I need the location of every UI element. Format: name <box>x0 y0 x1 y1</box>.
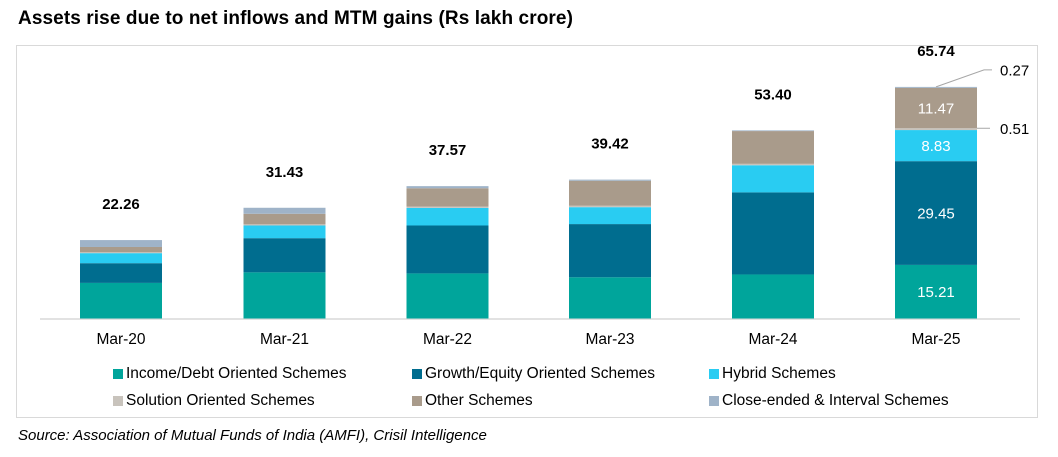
bar-segment-other-schemes-mar-25 <box>895 87 977 129</box>
x-tick-label-mar-23: Mar-23 <box>585 331 634 348</box>
bar-segment-hybrid-schemes-mar-25 <box>895 130 977 162</box>
legend-label: Other Schemes <box>425 392 533 409</box>
total-label-mar-24: 53.40 <box>754 86 792 103</box>
bar-segment-close-ended-interval-schemes-mar-24 <box>732 130 814 132</box>
bar-segment-solution-oriented-schemes-mar-20 <box>80 252 162 254</box>
legend-label: Solution Oriented Schemes <box>126 392 315 409</box>
bar-segment-income-debt-oriented-schemes-mar-22 <box>406 273 489 319</box>
bar-segment-solution-oriented-schemes-mar-22 <box>406 206 489 208</box>
data-label-close-ended-interval-schemes: 0.27 <box>1000 62 1029 79</box>
bar-segment-other-schemes-mar-21 <box>243 213 326 225</box>
bar-segment-income-debt-oriented-schemes-mar-24 <box>732 274 814 319</box>
x-tick-label-mar-25: Mar-25 <box>911 331 960 348</box>
x-tick-label-mar-24: Mar-24 <box>748 331 797 348</box>
legend-item-solution-oriented-schemes: Solution Oriented Schemes <box>113 392 315 410</box>
data-label-growth-equity-oriented-schemes: 29.45 <box>917 206 955 223</box>
total-label-mar-25: 65.74 <box>917 43 955 60</box>
total-label-mar-23: 39.42 <box>591 136 629 153</box>
bar-segment-other-schemes-mar-20 <box>80 246 162 253</box>
x-tick-label-mar-21: Mar-21 <box>260 331 309 348</box>
bar-segment-close-ended-interval-schemes-mar-22 <box>406 186 489 189</box>
bar-segment-growth-equity-oriented-schemes-mar-21 <box>243 238 326 273</box>
legend-label: Growth/Equity Oriented Schemes <box>425 365 656 382</box>
bar-segment-close-ended-interval-schemes-mar-25 <box>895 86 977 88</box>
legend-item-growth-equity-oriented-schemes: Growth/Equity Oriented Schemes <box>412 365 655 383</box>
bar-segment-growth-equity-oriented-schemes-mar-20 <box>80 263 162 283</box>
bar-segment-other-schemes-mar-22 <box>406 188 489 207</box>
data-label-other-schemes: 11.47 <box>918 101 954 118</box>
chart-title: Assets rise due to net inflows and MTM g… <box>18 8 573 29</box>
bar-segment-income-debt-oriented-schemes-mar-21 <box>243 272 326 319</box>
legend-item-close-ended-interval-schemes: Close-ended & Interval Schemes <box>709 392 949 410</box>
legend-swatch-icon <box>412 369 422 379</box>
legend-swatch-icon <box>709 396 719 406</box>
bar-segment-hybrid-schemes-mar-22 <box>406 207 489 226</box>
data-label-income-debt-oriented-schemes: 15.21 <box>917 284 955 301</box>
bar-segment-solution-oriented-schemes-mar-21 <box>243 224 326 226</box>
legend-swatch-icon <box>113 396 123 406</box>
legend-item-other-schemes: Other Schemes <box>412 392 533 410</box>
bar-segment-other-schemes-mar-24 <box>732 131 814 164</box>
bar-segment-close-ended-interval-schemes-mar-20 <box>80 240 162 247</box>
leader-line-close-ended-interval-schemes <box>935 69 992 88</box>
x-tick-label-mar-22: Mar-22 <box>423 331 472 348</box>
bar-segment-income-debt-oriented-schemes-mar-20 <box>80 282 162 319</box>
bar-segment-solution-oriented-schemes-mar-25 <box>895 128 977 131</box>
bar-segment-close-ended-interval-schemes-mar-23 <box>569 179 651 181</box>
legend-swatch-icon <box>113 369 123 379</box>
bar-segment-other-schemes-mar-23 <box>569 180 651 206</box>
total-label-mar-20: 22.26 <box>102 196 140 213</box>
legend-label: Hybrid Schemes <box>722 365 836 382</box>
chart-frame <box>16 45 1038 418</box>
bar-segment-hybrid-schemes-mar-24 <box>732 165 814 193</box>
data-label-hybrid-schemes: 8.83 <box>921 138 950 155</box>
bar-segment-income-debt-oriented-schemes-mar-23 <box>569 277 651 319</box>
bar-segment-growth-equity-oriented-schemes-mar-22 <box>406 225 489 274</box>
legend-item-hybrid-schemes: Hybrid Schemes <box>709 365 836 383</box>
data-label-solution-oriented-schemes: 0.51 <box>1000 121 1029 138</box>
total-label-mar-22: 37.57 <box>429 142 467 159</box>
bar-segment-close-ended-interval-schemes-mar-21 <box>243 207 326 214</box>
legend-label: Close-ended & Interval Schemes <box>722 392 949 409</box>
legend-swatch-icon <box>412 396 422 406</box>
bar-segment-growth-equity-oriented-schemes-mar-24 <box>732 192 814 275</box>
bar-segment-growth-equity-oriented-schemes-mar-25 <box>895 161 977 265</box>
total-label-mar-21: 31.43 <box>266 164 304 181</box>
source-note: Source: Association of Mutual Funds of I… <box>18 427 487 444</box>
bar-segment-hybrid-schemes-mar-20 <box>80 253 162 264</box>
legend-item-income-debt-oriented-schemes: Income/Debt Oriented Schemes <box>113 365 347 383</box>
bar-segment-solution-oriented-schemes-mar-24 <box>732 163 814 166</box>
bar-segment-growth-equity-oriented-schemes-mar-23 <box>569 224 651 278</box>
bar-segment-income-debt-oriented-schemes-mar-25 <box>895 264 977 319</box>
bar-segment-hybrid-schemes-mar-21 <box>243 225 326 239</box>
x-tick-label-mar-20: Mar-20 <box>96 331 145 348</box>
legend-swatch-icon <box>709 369 719 379</box>
legend-label: Income/Debt Oriented Schemes <box>126 365 347 382</box>
bar-segment-hybrid-schemes-mar-23 <box>569 207 651 225</box>
bar-segment-solution-oriented-schemes-mar-23 <box>569 205 651 208</box>
